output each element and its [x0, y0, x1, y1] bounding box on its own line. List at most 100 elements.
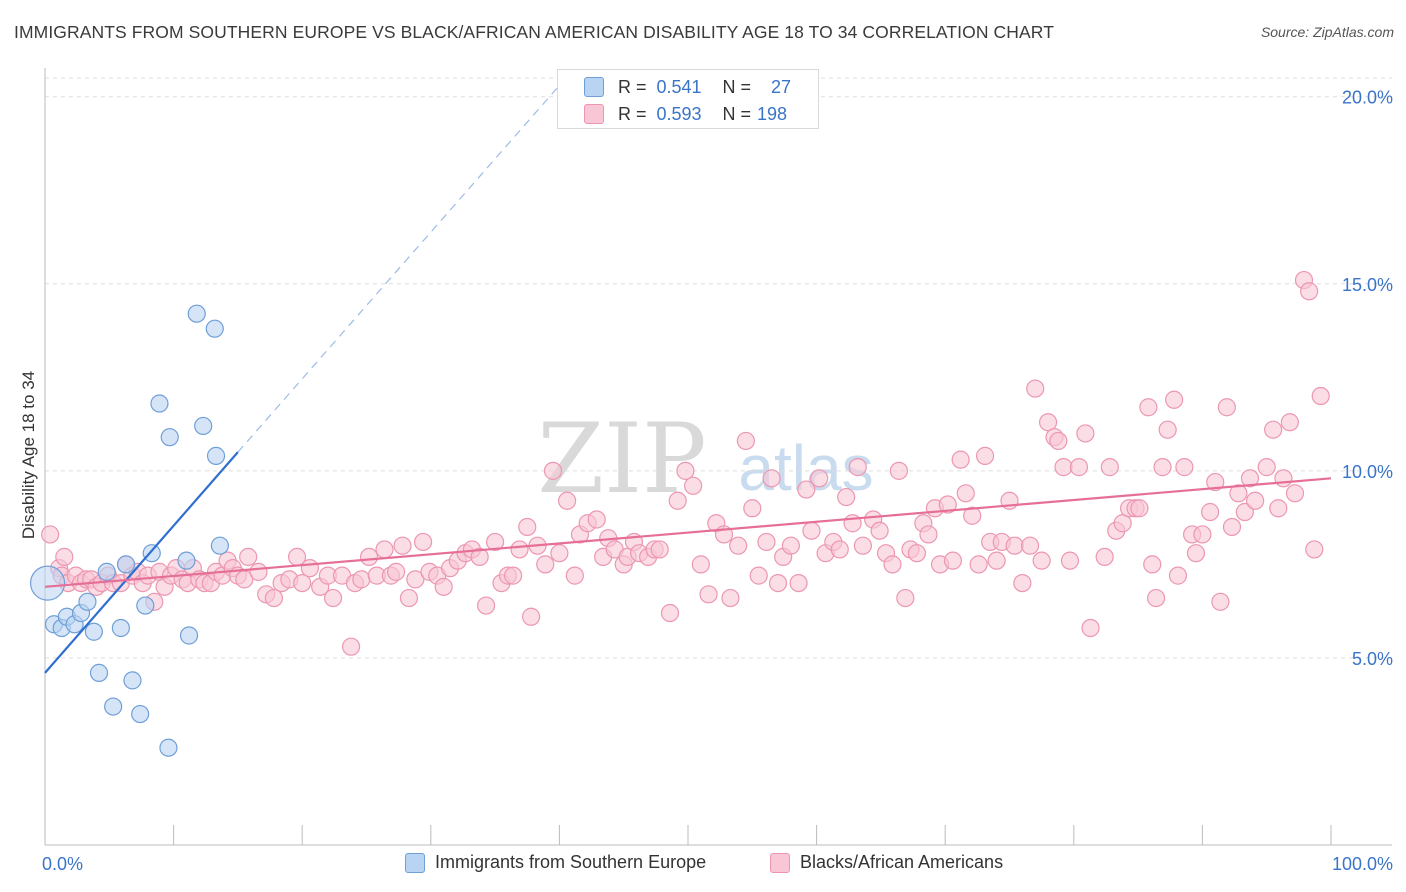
pink-point [550, 544, 569, 563]
pink-point [476, 596, 496, 615]
pink-point [1095, 547, 1114, 567]
pink-point [386, 562, 406, 581]
pink-point [504, 566, 523, 585]
pink-point [543, 461, 563, 480]
pink-point [1229, 484, 1248, 503]
pink-point [1158, 420, 1177, 439]
pink-point [359, 547, 379, 567]
pink-point [1153, 458, 1172, 477]
pink-point [650, 540, 669, 559]
pink-point [1186, 544, 1206, 563]
y-tick-label: 5.0% [1352, 649, 1393, 669]
pink-point [907, 544, 927, 563]
pink-point [1113, 514, 1132, 533]
blue-point [89, 663, 109, 682]
pink-point [1060, 551, 1080, 570]
pink-point [323, 588, 343, 608]
pink-point [757, 532, 776, 552]
pink-point [300, 559, 320, 578]
blue-point [160, 428, 179, 447]
legend-item-blacks[interactable]: Blacks/African Americans [770, 852, 1003, 873]
pink-point [587, 510, 606, 529]
r-value: 0.593 [656, 103, 702, 124]
pink-point [1211, 592, 1230, 611]
pink-point [951, 450, 970, 469]
pink-point [565, 566, 584, 585]
pink-point [1222, 517, 1242, 537]
pink-point [1049, 431, 1068, 451]
pink-point [1264, 420, 1283, 439]
pink-point [406, 570, 425, 589]
pink-point [1026, 379, 1045, 398]
pink-point [883, 555, 902, 574]
pink-point [676, 461, 695, 480]
pink-point [691, 555, 710, 574]
pink-point [853, 536, 872, 555]
pink-point [264, 588, 284, 608]
blue-point [123, 671, 142, 690]
r-label: R = [618, 103, 647, 124]
pink-point [518, 517, 537, 537]
blue-point [131, 704, 150, 724]
pink-point [393, 536, 412, 555]
blue-point [159, 738, 178, 757]
watermark: ZIP atlas [537, 403, 873, 515]
legend-swatch-pink [770, 852, 790, 873]
x-tick-label: 100.0% [1332, 854, 1393, 874]
pink-point [1193, 525, 1212, 544]
pink-point [668, 491, 687, 510]
pink-point [1081, 618, 1100, 638]
pink-point [1285, 484, 1305, 503]
blue-point [116, 555, 136, 574]
pink-point [938, 495, 957, 514]
blue-point [205, 319, 224, 338]
pink-point [963, 506, 982, 525]
pink-point [1168, 566, 1188, 585]
stats-legend-row-blue: R = 0.541 N = 27 [558, 74, 791, 100]
y-axis-title: Disability Age 18 to 34 [19, 371, 38, 539]
pink-point [736, 431, 755, 451]
legend-item-immigrants[interactable]: Immigrants from Southern Europe [405, 852, 706, 873]
pink-point [789, 573, 808, 593]
pink-point [341, 637, 361, 656]
pink-point [1201, 502, 1220, 522]
blue-point [142, 544, 161, 563]
chart-title: IMMIGRANTS FROM SOUTHERN EUROPE VS BLACK… [14, 22, 1055, 42]
tick-labels: 5.0% 10.0% 15.0% 20.0% 0.0% 100.0% [42, 88, 1393, 874]
blue-point [210, 536, 229, 555]
pink-point [1005, 536, 1024, 555]
pink-point [943, 551, 963, 570]
pink-point [802, 521, 821, 540]
pink-point [558, 491, 577, 510]
pink-point [434, 577, 453, 596]
pink-point [1147, 588, 1166, 608]
blue-point [29, 565, 66, 601]
pink-point [749, 566, 768, 585]
pink-point [1139, 398, 1158, 417]
legend-label-blacks: Blacks/African Americans [800, 852, 1004, 872]
blue-point [150, 394, 169, 413]
series-immigrants-southern-europe [29, 304, 229, 757]
pink-point [1257, 458, 1276, 477]
pink-point [249, 562, 268, 581]
pink-point [1038, 413, 1058, 432]
pink-point [510, 540, 529, 559]
pink-point [896, 588, 915, 608]
blue-point [84, 622, 103, 641]
y-tick-label: 15.0% [1342, 275, 1393, 295]
pink-point [375, 540, 394, 559]
pink-point [729, 536, 748, 555]
pink-point [919, 525, 938, 544]
pink-point [55, 547, 74, 567]
trend-lines [44, 85, 1332, 674]
pink-point [1269, 499, 1288, 518]
legend-swatch-blue [405, 852, 425, 873]
legend-swatch-pink [584, 104, 604, 124]
trend-line-blue [44, 451, 239, 674]
pink-point [1032, 551, 1051, 570]
blue-point [194, 416, 213, 436]
pink-point [1076, 424, 1095, 443]
pink-point [768, 573, 788, 593]
pink-point [1274, 469, 1293, 488]
blue-point [179, 626, 199, 645]
